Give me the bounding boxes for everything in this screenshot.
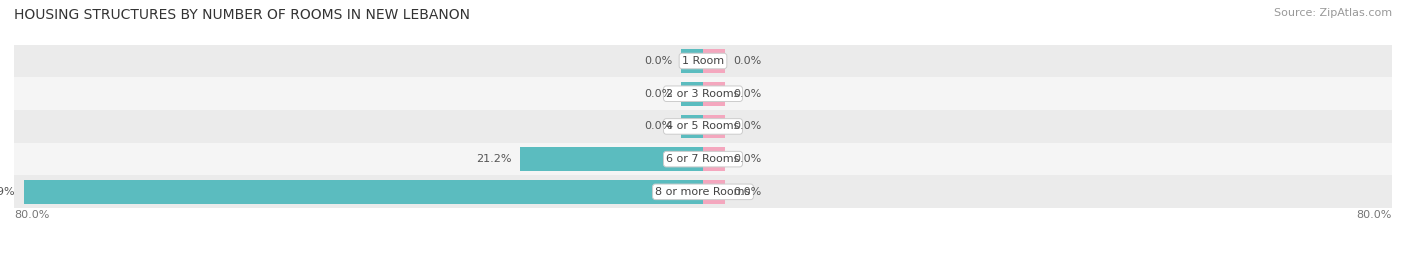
- Text: 21.2%: 21.2%: [477, 154, 512, 164]
- Bar: [703, 180, 724, 204]
- Text: 78.9%: 78.9%: [0, 187, 15, 197]
- Bar: [703, 147, 724, 171]
- Text: 0.0%: 0.0%: [733, 56, 762, 66]
- Text: 80.0%: 80.0%: [14, 210, 49, 220]
- Text: 80.0%: 80.0%: [1357, 210, 1392, 220]
- Text: 0.0%: 0.0%: [644, 121, 673, 132]
- Bar: [682, 82, 703, 105]
- Text: Source: ZipAtlas.com: Source: ZipAtlas.com: [1274, 8, 1392, 18]
- Bar: [14, 143, 1392, 175]
- Text: 6 or 7 Rooms: 6 or 7 Rooms: [666, 154, 740, 164]
- Text: 0.0%: 0.0%: [733, 187, 762, 197]
- Text: HOUSING STRUCTURES BY NUMBER OF ROOMS IN NEW LEBANON: HOUSING STRUCTURES BY NUMBER OF ROOMS IN…: [14, 8, 470, 22]
- Bar: [682, 115, 703, 138]
- Text: 0.0%: 0.0%: [644, 56, 673, 66]
- Bar: [24, 180, 703, 204]
- Text: 0.0%: 0.0%: [733, 89, 762, 99]
- Text: 4 or 5 Rooms: 4 or 5 Rooms: [666, 121, 740, 132]
- Text: 0.0%: 0.0%: [733, 121, 762, 132]
- Bar: [14, 110, 1392, 143]
- Bar: [14, 45, 1392, 77]
- Bar: [703, 49, 724, 73]
- Bar: [682, 49, 703, 73]
- Text: 2 or 3 Rooms: 2 or 3 Rooms: [666, 89, 740, 99]
- Text: 8 or more Rooms: 8 or more Rooms: [655, 187, 751, 197]
- Text: 0.0%: 0.0%: [733, 154, 762, 164]
- Bar: [14, 77, 1392, 110]
- Bar: [14, 175, 1392, 208]
- Text: 1 Room: 1 Room: [682, 56, 724, 66]
- Bar: [703, 82, 724, 105]
- Bar: [703, 115, 724, 138]
- Text: 0.0%: 0.0%: [644, 89, 673, 99]
- Bar: [520, 147, 703, 171]
